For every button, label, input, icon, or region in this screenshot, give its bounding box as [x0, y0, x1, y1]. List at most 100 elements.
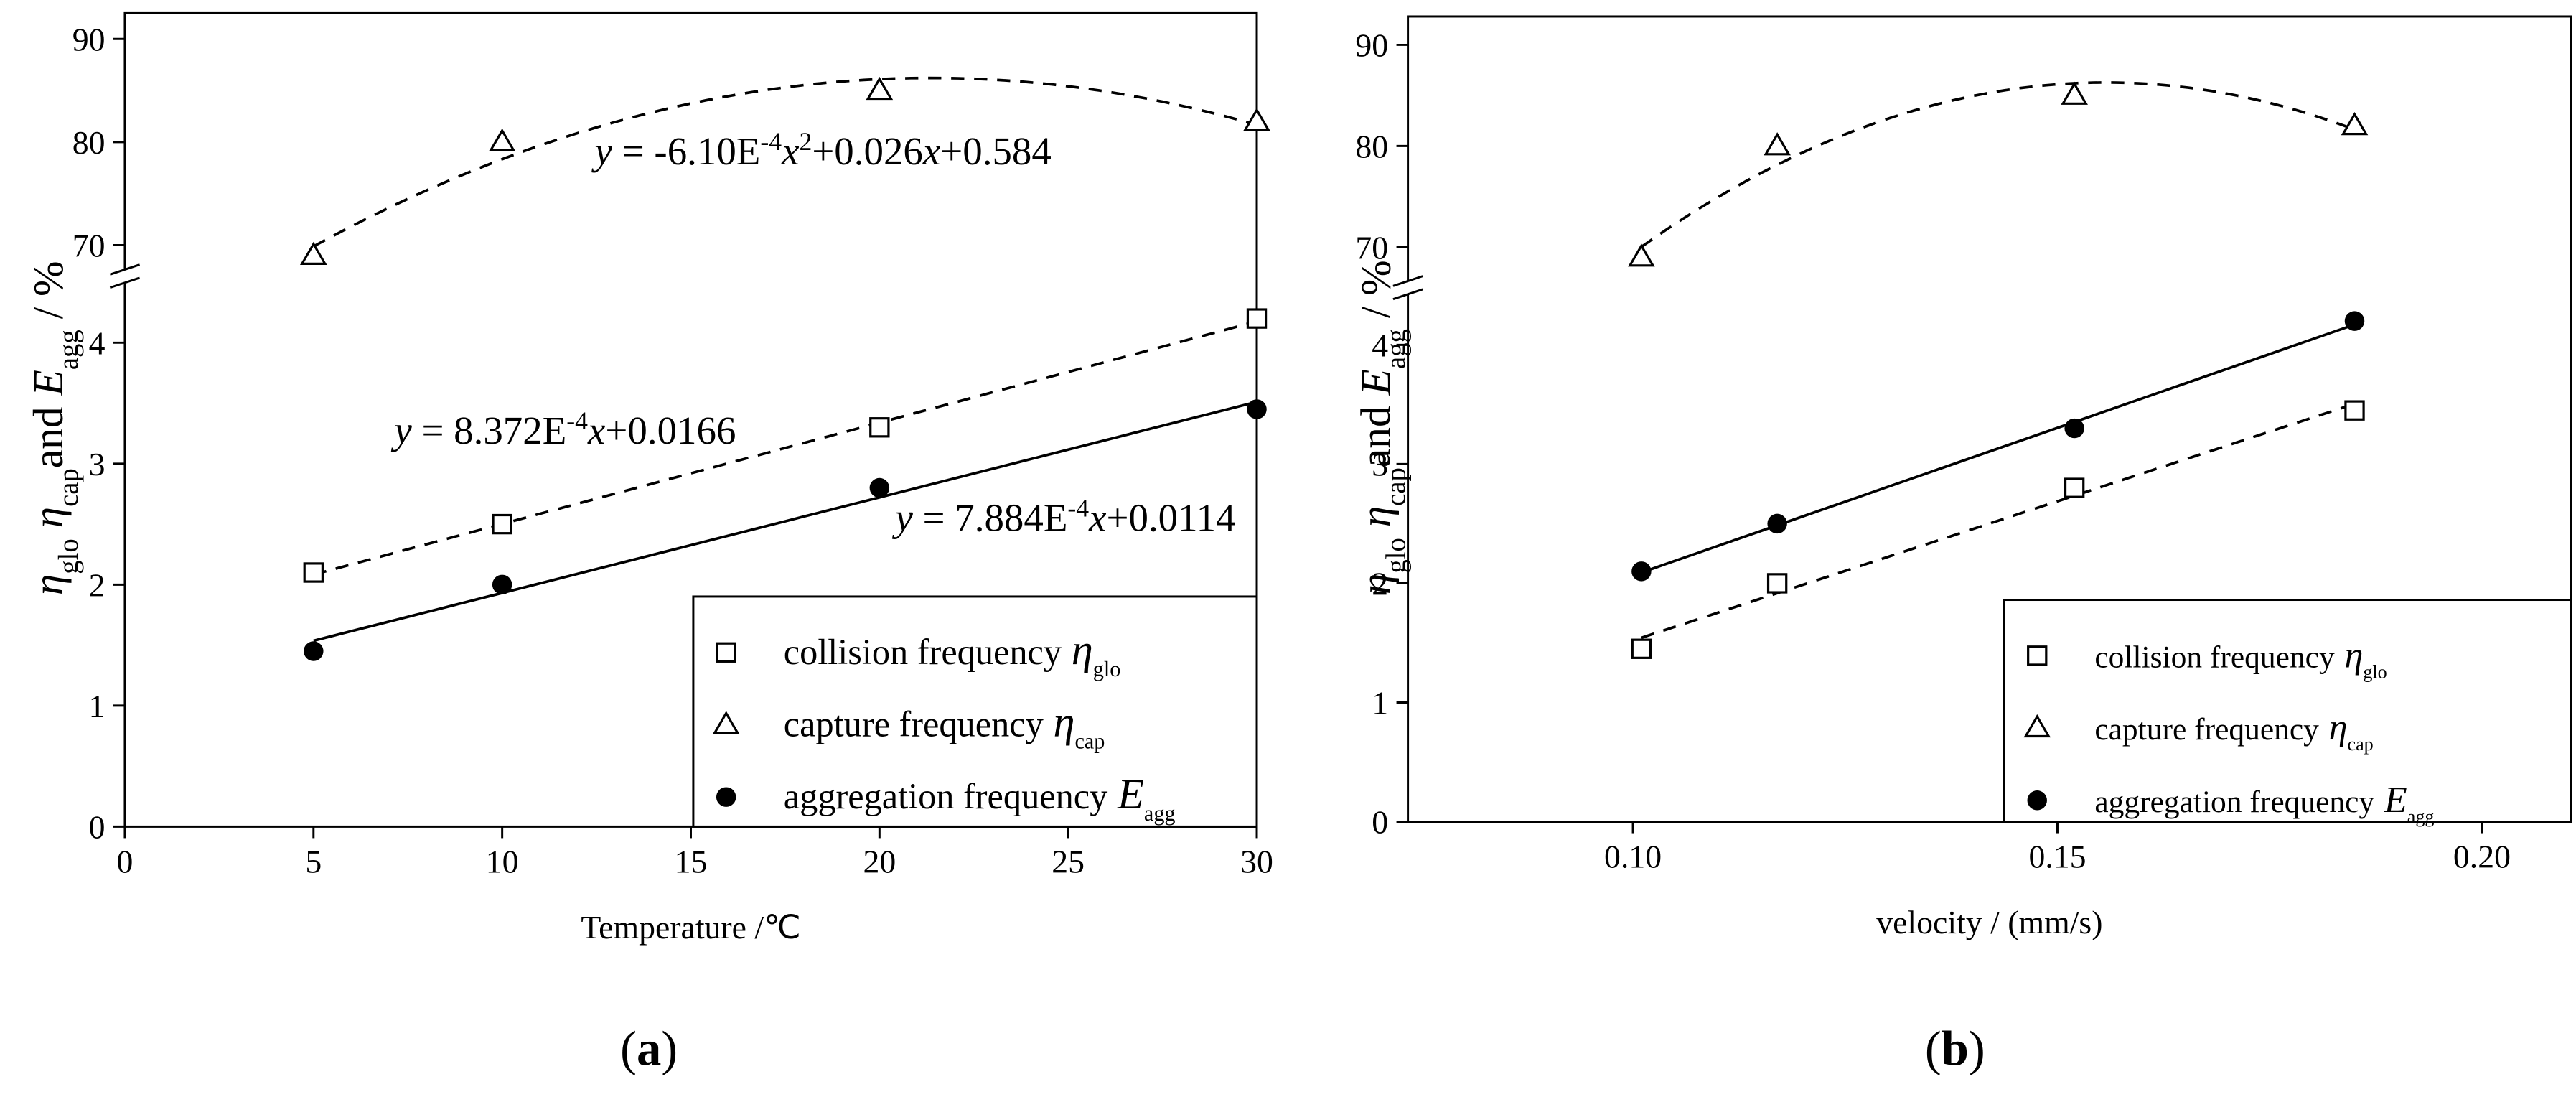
marker — [304, 641, 324, 661]
fit-equation: y = -6.10E-4x2+0.026x+0.584 — [591, 127, 1052, 173]
marker — [1767, 513, 1787, 534]
fit-line — [1641, 323, 2356, 574]
marker — [2064, 477, 2085, 498]
text-part: a — [637, 1021, 661, 1075]
marker — [716, 642, 736, 663]
legend-symbol: E — [1117, 770, 1144, 818]
y-tick-label: 1 — [89, 688, 106, 724]
legend-name: aggregation frequency — [784, 776, 1107, 816]
marker — [716, 787, 736, 807]
text-part: +0.0166 — [605, 409, 736, 452]
marker — [1631, 638, 1652, 659]
marker — [1766, 573, 1788, 594]
text-part: η — [1352, 574, 1399, 595]
text-part: ) — [661, 1021, 678, 1075]
marker — [2344, 400, 2365, 421]
marker — [1628, 243, 1655, 267]
marker — [2341, 111, 2369, 136]
axis-break — [109, 276, 141, 289]
x-tick-label: 10 — [486, 843, 519, 879]
marker — [866, 76, 894, 101]
y-tick-label: 0 — [1372, 804, 1388, 841]
legend-label: capture frequency ηcap — [2094, 707, 2373, 754]
x-axis-label: velocity / (mm/s) — [1876, 904, 2102, 940]
y-tick-label: 4 — [1372, 327, 1388, 363]
text-part: E — [24, 370, 72, 396]
y-axis-label: ηglo ηcapand Eagg / % — [1352, 260, 1411, 594]
marker — [712, 711, 740, 734]
text-part: +0.026 — [812, 129, 923, 173]
text-part: η — [24, 574, 72, 596]
text-part: x — [922, 129, 940, 173]
plot-frame — [1407, 15, 2572, 823]
fit-equation: y = 7.884E-4x+0.0114 — [891, 493, 1235, 539]
text-part — [1352, 527, 1399, 538]
legend-box — [2003, 599, 2572, 823]
text-part: and — [1352, 395, 1399, 467]
marker — [303, 562, 324, 583]
legend-subscript: glo — [1093, 657, 1121, 681]
legend-label: aggregation frequency Eagg — [2094, 780, 2434, 827]
marker — [1764, 132, 1791, 156]
text-part: ( — [1925, 1021, 1942, 1075]
x-tick-label: 30 — [1240, 843, 1273, 879]
text-part: glo — [54, 538, 84, 574]
legend-name: capture frequency — [784, 704, 1044, 744]
y-tick-label: 1 — [1372, 685, 1388, 722]
text-part: ) — [1969, 1021, 1985, 1075]
text-part: +0.584 — [940, 129, 1052, 173]
y-tick-label: 3 — [89, 446, 106, 482]
y-tick-label: 2 — [89, 566, 106, 603]
legend-name: collision frequency — [784, 632, 1062, 672]
x-tick-label: 15 — [675, 843, 708, 879]
text-part: E — [1352, 369, 1399, 396]
marker — [2023, 714, 2051, 738]
text-part: 2 — [799, 127, 812, 156]
legend-name: aggregation frequency — [2094, 785, 2374, 819]
text-part: x — [1088, 495, 1106, 539]
panel-label: (a) — [620, 1021, 678, 1075]
marker — [488, 128, 516, 151]
y-axis-label: ηglo ηcapand Eagg / % — [24, 261, 84, 595]
text-part: cap — [1381, 467, 1411, 506]
text-part — [24, 528, 72, 538]
y-tick-label: 2 — [1372, 565, 1388, 602]
y-upper-tick-label: 70 — [72, 228, 106, 264]
fit-line — [313, 400, 1257, 643]
marker — [492, 574, 512, 595]
y-tick-label: 3 — [1372, 446, 1388, 482]
marker — [2344, 311, 2365, 331]
text-part: = -6.10E — [612, 129, 760, 173]
text-part: = 8.372E — [412, 409, 567, 452]
y-tick-label: 4 — [89, 325, 106, 361]
x-tick-label: 25 — [1052, 843, 1085, 879]
marker — [1246, 308, 1268, 329]
panel-label: (b) — [1925, 1021, 1985, 1075]
marker — [299, 241, 327, 265]
marker — [1247, 399, 1267, 419]
legend-symbol: η — [2329, 707, 2348, 748]
x-tick-label: 0.10 — [1604, 839, 1662, 875]
y-upper-tick-label: 80 — [1355, 128, 1388, 164]
x-tick-label: 20 — [863, 843, 896, 879]
fit-line — [312, 76, 1257, 248]
text-part: -4 — [1067, 493, 1089, 522]
text-part: -4 — [760, 127, 782, 156]
text-part: y — [390, 409, 412, 452]
text-part: x — [587, 409, 605, 452]
text-part: and — [24, 396, 72, 468]
fit-line — [1640, 81, 2356, 248]
legend-subscript: agg — [2407, 806, 2435, 826]
text-part: +0.0114 — [1107, 495, 1236, 539]
legend-symbol: η — [1072, 626, 1093, 674]
marker — [492, 513, 512, 535]
legend-subscript: agg — [1144, 801, 1176, 826]
legend-name: collision frequency — [2094, 640, 2335, 674]
fit-line — [1641, 402, 2356, 640]
text-part: y — [591, 129, 613, 173]
y-tick-label: 0 — [89, 808, 106, 845]
x-tick-label: 0 — [117, 843, 134, 879]
fit-line — [313, 319, 1257, 576]
